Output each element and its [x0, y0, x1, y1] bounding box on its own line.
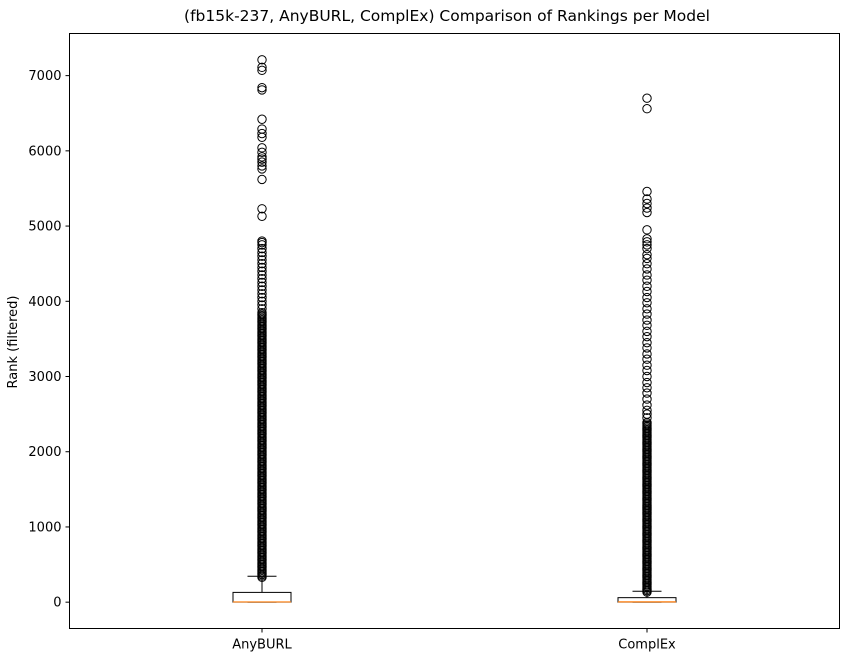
- outlier-point: [642, 234, 652, 244]
- outlier-point: [642, 104, 652, 114]
- y-tick-label: 3000: [28, 370, 61, 385]
- outlier-point: [257, 174, 267, 185]
- outlier-point: [642, 249, 652, 260]
- outlier-point: [642, 258, 652, 269]
- outlier-point: [257, 300, 267, 310]
- outlier-point: [257, 204, 267, 214]
- outlier-point: [257, 289, 267, 299]
- outlier-point: [257, 211, 267, 221]
- outlier-point: [257, 152, 267, 162]
- outlier-point: [642, 237, 652, 247]
- outlier-point: [642, 400, 652, 410]
- outlier-point: [642, 275, 652, 285]
- outlier-point: [257, 247, 267, 258]
- outlier-point: [642, 320, 652, 331]
- outlier-point: [257, 82, 267, 93]
- outlier-point: [642, 186, 652, 197]
- outlier-point: [642, 292, 652, 303]
- outlier-point: [257, 304, 267, 314]
- outlier-point: [257, 236, 267, 246]
- outlier-point: [257, 243, 267, 254]
- outlier-point: [642, 198, 652, 209]
- x-tick-label: ComplEx: [618, 638, 676, 653]
- outlier-point: [642, 93, 652, 103]
- y-tick-label: 6000: [28, 144, 61, 159]
- outlier-point: [257, 270, 267, 280]
- outlier-point: [642, 326, 652, 337]
- chart-title: (fb15k-237, AnyBURL, ComplEx) Comparison…: [184, 7, 710, 25]
- box-iqr: [232, 591, 292, 603]
- y-tick-label: 0: [53, 596, 61, 611]
- outlier-point: [257, 274, 267, 284]
- outlier-point: [642, 337, 652, 348]
- outlier-point: [257, 161, 267, 171]
- outlier-point: [642, 253, 652, 264]
- outlier-point: [642, 203, 652, 213]
- x-tick-label: AnyBURL: [232, 638, 292, 653]
- outlier-point: [642, 388, 652, 398]
- outlier-point: [642, 371, 652, 382]
- outlier-point: [642, 405, 652, 416]
- outlier-point: [642, 343, 652, 353]
- outlier-point: [257, 285, 267, 295]
- plot-area: 0 1000 2000 3000 4000 5000 6000 7000 AnyBURL Comp…: [28, 55, 677, 653]
- outlier-point: [642, 377, 652, 388]
- outlier-point: [642, 409, 652, 419]
- outlier-point: [642, 240, 652, 250]
- outlier-point: [257, 157, 267, 167]
- outlier-point: [642, 365, 652, 376]
- outlier-point: [257, 62, 267, 73]
- outlier-point: [642, 243, 652, 254]
- outlier-point: [642, 298, 652, 308]
- outlier-point: [642, 194, 652, 204]
- outlier-point: [642, 383, 652, 393]
- outlier-point: [257, 65, 267, 76]
- outlier-point: [257, 266, 267, 276]
- outlier-point: [257, 251, 267, 261]
- outlier-point: [257, 55, 267, 65]
- outlier-point: [642, 349, 652, 359]
- outlier-point: [257, 262, 267, 273]
- outlier-point: [642, 331, 652, 342]
- outlier-point: [257, 292, 267, 303]
- outlier-point: [642, 309, 652, 319]
- outlier-point: [642, 264, 652, 274]
- outlier-point: [257, 258, 267, 269]
- outlier-point: [257, 164, 267, 174]
- outlier-point: [257, 114, 267, 124]
- outlier-point: [642, 413, 652, 423]
- outlier-point: [642, 207, 652, 218]
- y-tick-label: 5000: [28, 220, 61, 235]
- outlier-point: [257, 154, 267, 164]
- plot-frame: [69, 33, 840, 629]
- outlier-point: [257, 277, 267, 288]
- y-tick-label: 7000: [28, 69, 61, 84]
- outlier-point: [257, 128, 267, 139]
- outlier-point: [257, 143, 267, 153]
- outlier-point: [642, 281, 652, 291]
- outlier-point: [642, 315, 652, 325]
- outlier-point: [257, 124, 267, 134]
- outlier-point: [257, 147, 267, 158]
- y-tick-label: 4000: [28, 295, 61, 310]
- y-axis-label: Rank (filtered): [6, 296, 21, 389]
- outlier-point: [257, 85, 267, 95]
- outlier-point: [642, 270, 652, 280]
- outlier-point: [257, 308, 267, 318]
- y-tick-label: 2000: [28, 445, 61, 460]
- outlier-point: [642, 225, 652, 235]
- outlier-point: [257, 255, 267, 265]
- outlier-point: [642, 360, 652, 370]
- outlier-point: [642, 394, 652, 404]
- outlier-point: [257, 281, 267, 291]
- outlier-point: [642, 286, 652, 297]
- outlier-point: [642, 354, 652, 364]
- y-tick-label: 1000: [28, 520, 61, 535]
- outlier-point: [257, 296, 267, 306]
- outlier-point: [257, 240, 267, 250]
- outlier-point: [642, 304, 652, 314]
